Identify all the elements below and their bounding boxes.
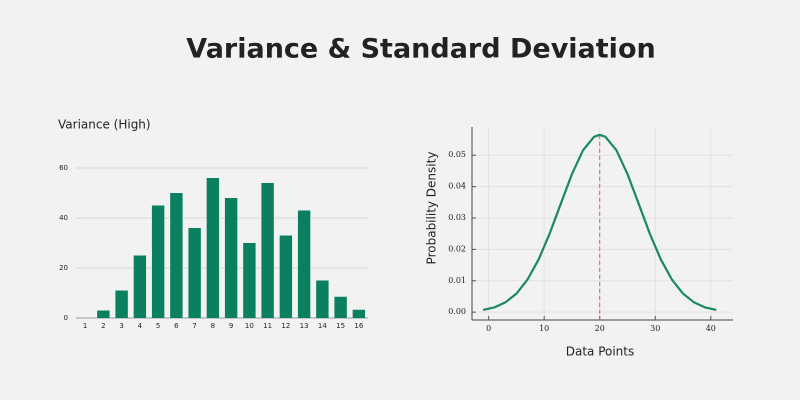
bar	[170, 193, 183, 318]
bar	[115, 290, 128, 318]
page-title: Variance & Standard Deviation	[186, 34, 655, 65]
x-tick-label: 30	[650, 324, 660, 333]
x-tick-label: 11	[263, 322, 272, 330]
bar	[297, 210, 311, 318]
x-tick-label: 0	[486, 324, 491, 333]
x-tick-label: 4	[138, 322, 143, 330]
y-tick-label: 0.05	[448, 150, 466, 159]
bar	[188, 228, 201, 318]
x-tick-label: 3	[119, 322, 123, 330]
bar	[352, 309, 366, 318]
line	[482, 133, 717, 312]
x-tick-label: 1	[83, 322, 87, 330]
y-tick-label: 0.01	[448, 276, 466, 285]
y-tick-label: 0	[64, 314, 68, 322]
x-tick-label: 20	[595, 324, 605, 333]
bar	[206, 178, 220, 318]
x-tick-label: 7	[192, 322, 196, 330]
y-tick-label: 0.00	[448, 307, 466, 316]
x-tick-label: 15	[336, 322, 345, 330]
x-tick-label: 13	[300, 322, 309, 330]
y-tick-label: 0.02	[448, 244, 466, 253]
x-axis-label: Data Points	[566, 345, 635, 359]
bar	[133, 255, 147, 318]
bar	[97, 310, 110, 318]
bar	[151, 205, 165, 318]
x-tick-label: 6	[174, 322, 179, 330]
x-tick-label: 5	[156, 322, 160, 330]
x-tick-label: 2	[101, 322, 105, 330]
bar	[316, 280, 329, 318]
bar	[261, 183, 274, 318]
x-tick-label: 40	[706, 324, 716, 333]
bar	[243, 243, 256, 318]
y-tick-label: 40	[59, 214, 68, 222]
bar	[279, 235, 293, 318]
y-tick-label: 0.03	[448, 213, 466, 222]
x-tick-label: 12	[281, 322, 290, 330]
bar	[224, 198, 238, 318]
x-tick-label: 8	[211, 322, 215, 330]
x-tick-label: 10	[539, 324, 549, 333]
y-tick-label: 0.04	[448, 182, 466, 191]
y-axis-label: Probability Density	[425, 152, 439, 265]
chart-title: Variance (High)	[58, 118, 151, 132]
x-tick-label: 14	[318, 322, 327, 330]
y-tick-label: 20	[59, 264, 68, 272]
x-tick-label: 16	[354, 322, 363, 330]
bar	[334, 296, 347, 318]
x-tick-label: 10	[245, 322, 254, 330]
x-tick-label: 9	[229, 322, 233, 330]
y-tick-label: 60	[59, 164, 68, 172]
